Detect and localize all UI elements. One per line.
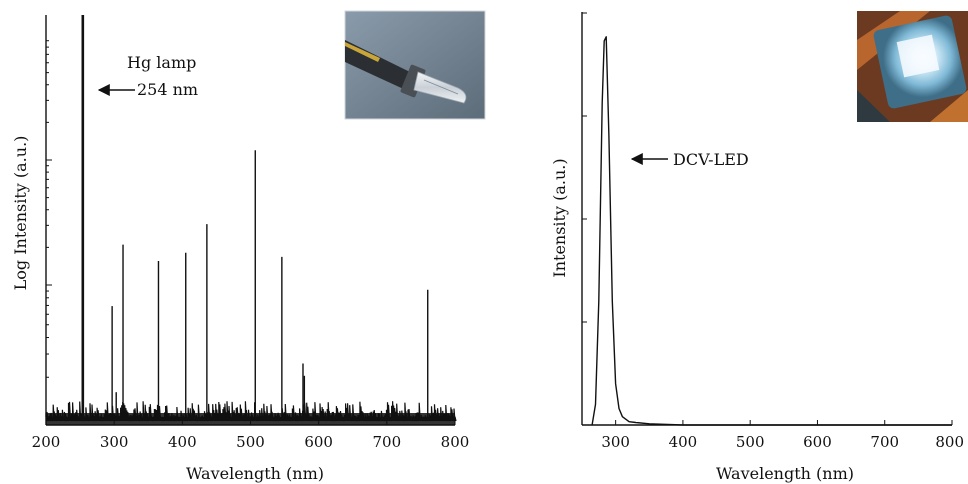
right-x-tick-label-800: 800 [935, 433, 964, 451]
right-x-tick-label-500: 500 [736, 433, 765, 451]
right-x-tick-label-700: 700 [870, 433, 899, 451]
lamp-photo [344, 10, 486, 120]
left-x-tick-label-400: 400 [168, 433, 197, 451]
254nm-annotation: 254 nm [137, 80, 198, 99]
left-x-tick-label-800: 800 [441, 433, 470, 451]
left-x-axis-label: Wavelength (nm) [186, 464, 324, 483]
right-x-tick-label-300: 300 [601, 433, 630, 451]
dcv-led-chart: 300 400 500 600 700 800 Wavelength (nm) Inten… [550, 11, 968, 483]
right-y-axis-label: Intensity (a.u.) [550, 158, 569, 277]
right-x-axis-label: Wavelength (nm) [716, 464, 854, 483]
left-y-axis-label: Log Intensity (a.u.) [11, 136, 30, 291]
left-x-tick-label-200: 200 [32, 433, 61, 451]
left-x-tick-label-500: 500 [236, 433, 265, 451]
right-x-tick-labels: 300 400 500 600 700 800 [601, 433, 964, 451]
left-x-tick-labels: 200 300 400 500 600 700 800 [32, 433, 470, 451]
left-x-tick-label-700: 700 [373, 433, 402, 451]
background-noise [45, 401, 457, 425]
left-axes [45, 15, 456, 426]
dcv-led-annotation: DCV-LED [673, 150, 749, 169]
noise-floor [46, 413, 455, 425]
hg-lamp-chart: 200 300 400 500 600 700 800 Wavelength (nm) Lo… [11, 10, 486, 483]
right-axes [581, 12, 953, 426]
left-x-tick-label-300: 300 [100, 433, 129, 451]
right-x-tick-label-400: 400 [669, 433, 698, 451]
right-x-tick-label-600: 600 [803, 433, 832, 451]
led-photo [857, 11, 968, 122]
hg-lamp-annotation: Hg lamp [127, 53, 196, 72]
left-x-tick-label-600: 600 [304, 433, 333, 451]
emission-lines [81, 15, 429, 421]
